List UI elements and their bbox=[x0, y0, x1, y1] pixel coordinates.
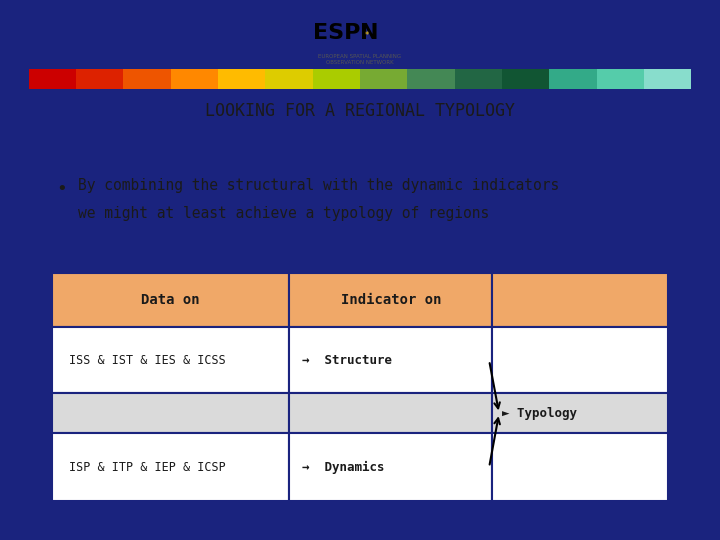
Bar bbox=[597, 69, 644, 89]
Text: ► Typology: ► Typology bbox=[503, 407, 577, 420]
Bar bbox=[644, 69, 691, 89]
Bar bbox=[171, 69, 218, 89]
Text: →  Dynamics: → Dynamics bbox=[302, 461, 385, 474]
Text: ISP & ITP & IEP & ICSP: ISP & ITP & IEP & ICSP bbox=[68, 461, 225, 474]
Bar bbox=[289, 393, 492, 433]
Text: ISS & IST & IES & ICSS: ISS & IST & IES & ICSS bbox=[68, 354, 225, 367]
Bar bbox=[312, 69, 360, 89]
Bar bbox=[218, 69, 266, 89]
Text: By combining the structural with the dynamic indicators: By combining the structural with the dyn… bbox=[78, 178, 559, 193]
Bar bbox=[360, 69, 408, 89]
Bar bbox=[289, 433, 492, 501]
Bar bbox=[123, 69, 171, 89]
Bar bbox=[289, 327, 492, 393]
Text: Data on: Data on bbox=[141, 293, 200, 307]
Bar bbox=[76, 69, 123, 89]
Bar bbox=[492, 327, 668, 393]
Bar bbox=[29, 69, 76, 89]
Text: •: • bbox=[57, 179, 68, 198]
Text: ESP: ESP bbox=[312, 23, 360, 43]
Text: *: * bbox=[365, 31, 369, 40]
Bar bbox=[266, 69, 312, 89]
Text: LOOKING FOR A REGIONAL TYPOLOGY: LOOKING FOR A REGIONAL TYPOLOGY bbox=[205, 103, 515, 120]
Bar bbox=[454, 69, 502, 89]
Bar bbox=[408, 69, 454, 89]
Text: EUROPEAN SPATIAL PLANNING
OBSERVATION NETWORK: EUROPEAN SPATIAL PLANNING OBSERVATION NE… bbox=[318, 54, 402, 65]
Bar bbox=[549, 69, 597, 89]
Bar bbox=[492, 393, 668, 433]
FancyBboxPatch shape bbox=[358, 21, 377, 51]
Bar bbox=[52, 327, 289, 393]
Text: N: N bbox=[360, 23, 379, 43]
Bar bbox=[502, 69, 549, 89]
Bar bbox=[289, 273, 492, 327]
Bar bbox=[492, 273, 668, 327]
Text: Indicator on: Indicator on bbox=[341, 293, 441, 307]
Bar bbox=[52, 393, 289, 433]
Text: we might at least achieve a typology of regions: we might at least achieve a typology of … bbox=[78, 206, 490, 220]
Bar bbox=[492, 433, 668, 501]
Text: →  Structure: → Structure bbox=[302, 354, 392, 367]
Bar bbox=[52, 273, 289, 327]
Bar bbox=[52, 433, 289, 501]
